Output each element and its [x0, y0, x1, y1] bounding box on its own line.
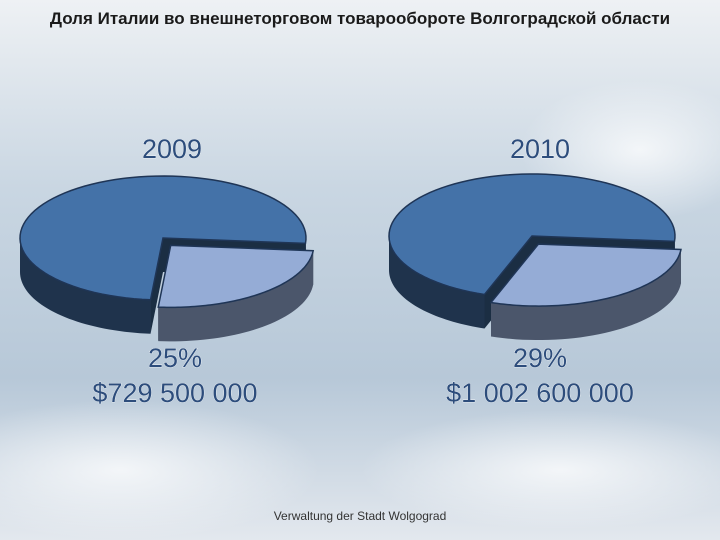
slice-side [20, 238, 151, 334]
amount-label: $1 002 600 000 [446, 378, 634, 408]
cloud [0, 400, 320, 540]
slice [489, 243, 682, 307]
slide-title: Доля Италии во внешнеторговом товарообор… [49, 9, 671, 28]
cloud [360, 410, 720, 530]
chart-title: 2010 [510, 134, 570, 164]
slice [388, 173, 676, 296]
value-label: 25% [148, 343, 202, 373]
slice-side [491, 249, 681, 341]
slice [157, 244, 315, 309]
slice-wall [150, 238, 163, 334]
slice [19, 175, 307, 301]
footer: Verwaltung der Stadt Wolgograd [274, 509, 447, 523]
title-box: Доля Италии во внешнеторговом товарообор… [49, 9, 671, 28]
slice-side [158, 250, 314, 342]
amount-label: $729 500 000 [92, 378, 257, 408]
chart-title: 2009 [142, 134, 202, 164]
value-label: 29% [513, 343, 567, 373]
